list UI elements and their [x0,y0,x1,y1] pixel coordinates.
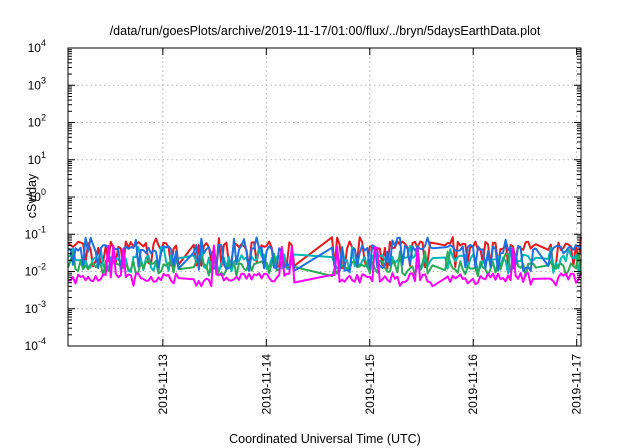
y-tick-base: 10 [25,227,39,241]
y-tick-label: 100 [28,187,46,204]
y-tick-label: 10-4 [25,336,46,353]
y-tick-exponent: -1 [38,224,46,234]
x-tick-labels: 2019-11-13 2019-11-14 2019-11-15 2019-11-16… [156,354,584,415]
x-tick-label: 2019-11-14 [259,354,273,415]
y-tick-label: 10-2 [25,262,46,279]
y-axis-label: cSv/day [25,173,39,218]
y-tick-base: 10 [28,153,42,167]
y-tick-base: 10 [28,116,42,130]
series-line [67,250,582,278]
x-tick-label: 2019-11-17 [570,354,584,415]
y-tick-label: 10-3 [25,299,46,316]
y-tick-label: 101 [28,150,46,167]
x-axis-label: Coordinated Universal Time (UTC) [229,432,421,446]
y-tick-base: 10 [25,265,39,279]
y-tick-exponent: 1 [41,150,46,160]
y-tick-label: 103 [28,75,46,92]
y-tick-base: 10 [28,41,42,55]
x-tick-label: 2019-11-16 [466,354,480,415]
y-tick-exponent: 4 [41,38,46,48]
axis-ticks [68,47,581,347]
y-tick-exponent: 3 [41,75,46,85]
y-tick-exponent: 2 [41,113,46,123]
y-tick-exponent: -2 [38,262,46,272]
y-tick-base: 10 [25,302,39,316]
y-tick-label: 102 [28,113,46,130]
y-tick-label: 104 [28,38,46,55]
y-tick-base: 10 [28,78,42,92]
y-tick-label: 10-1 [25,224,46,241]
y-tick-exponent: -3 [38,299,46,309]
x-tick-label: 2019-11-13 [156,354,170,415]
y-tick-base: 10 [25,339,39,353]
data-series [67,236,582,288]
series-line [67,244,582,288]
y-tick-base: 10 [28,190,42,204]
y-tick-exponent: 0 [41,187,46,197]
grid-lines [68,48,581,346]
chart-title: /data/run/goesPlots/archive/2019-11-17/0… [110,24,541,38]
x-tick-label: 2019-11-15 [363,354,377,415]
y-tick-exponent: -4 [38,336,46,346]
